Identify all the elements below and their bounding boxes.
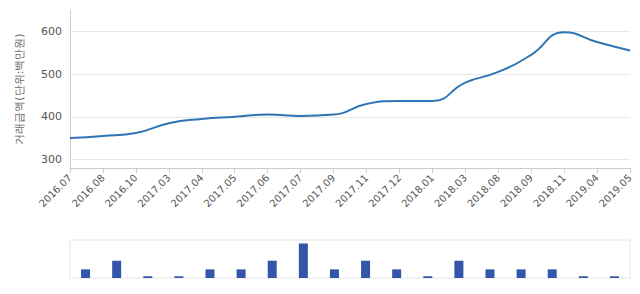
svg-text:2019.04: 2019.04	[564, 172, 601, 209]
svg-text:2017.12: 2017.12	[366, 172, 403, 209]
svg-text:2018.11: 2018.11	[531, 172, 568, 209]
svg-text:2017.09: 2017.09	[300, 172, 337, 209]
svg-text:2018.09: 2018.09	[498, 172, 535, 209]
svg-text:2017.07: 2017.07	[267, 172, 304, 209]
svg-text:2017.06: 2017.06	[235, 172, 272, 209]
svg-text:2017.05: 2017.05	[202, 172, 239, 209]
svg-text:300: 300	[41, 153, 62, 166]
svg-text:2018.01: 2018.01	[399, 172, 436, 209]
svg-text:2016.10: 2016.10	[103, 172, 140, 209]
svg-text:2018.03: 2018.03	[432, 172, 469, 209]
svg-text:600: 600	[41, 25, 62, 38]
svg-text:500: 500	[41, 68, 62, 81]
svg-text:2017.11: 2017.11	[333, 172, 370, 209]
svg-text:2017.04: 2017.04	[169, 172, 206, 209]
svg-text:400: 400	[41, 110, 62, 123]
svg-text:2016.08: 2016.08	[70, 172, 107, 209]
svg-text:2017.03: 2017.03	[136, 172, 173, 209]
svg-text:거래금액(단위:백만원): 거래금액(단위:백만원)	[13, 33, 26, 144]
svg-text:2019.05: 2019.05	[597, 172, 634, 209]
svg-text:2018.08: 2018.08	[465, 172, 502, 209]
svg-text:2016.07: 2016.07	[37, 172, 74, 209]
